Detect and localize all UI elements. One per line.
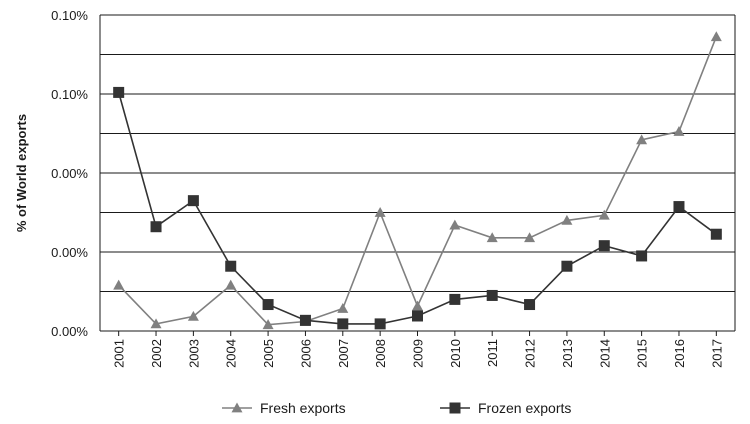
frozen-data-point <box>673 201 685 213</box>
fresh-data-point <box>449 219 461 230</box>
frozen-data-point <box>598 240 610 252</box>
fresh-data-point <box>524 232 536 243</box>
x-tick-label: 2009 <box>411 339 426 368</box>
x-tick-label: 2007 <box>336 339 351 368</box>
frozen-data-point <box>636 250 648 262</box>
x-tick-label: 2011 <box>485 339 500 367</box>
frozen-data-point <box>412 310 423 322</box>
legend: Fresh exports Frozen exports <box>222 400 571 416</box>
legend-square-marker <box>449 402 461 414</box>
series-line-1 <box>118 36 718 326</box>
x-tick-label: 2015 <box>635 339 650 368</box>
x-axis-ticks: 2001 2002 2003 2004 2005 2006 2007 2008 2009 2010… <box>112 331 724 368</box>
frozen-data-point <box>299 314 311 326</box>
y-axis-ticks: 0.00%0.00%0.00%0.10%0.10%0.10%0.10% <box>51 8 88 339</box>
frozen-data-point <box>262 299 274 311</box>
frozen-data-point <box>225 260 237 272</box>
frozen-data-point <box>337 318 349 330</box>
gridlines <box>99 14 736 332</box>
y-tick-label: 0.00% <box>51 324 88 339</box>
fresh-data-point <box>262 319 274 330</box>
x-tick-label: 2001 <box>112 339 127 368</box>
x-tick-label: 2017 <box>709 339 724 368</box>
x-tick-label: 2013 <box>560 339 575 368</box>
legend-label: Fresh exports <box>260 400 346 416</box>
fresh-data-point <box>412 300 423 311</box>
fresh-data-point <box>337 302 349 313</box>
series-line-2 <box>117 92 717 325</box>
fresh-data-point <box>710 31 722 42</box>
fresh-data-point <box>561 214 573 225</box>
y-tick-label: 0.00% <box>51 245 88 260</box>
frozen-data-point <box>710 228 722 240</box>
frozen-data-point <box>113 86 125 98</box>
frozen-data-point <box>449 293 461 305</box>
x-tick-label: 2002 <box>149 339 164 368</box>
fresh-data-point <box>187 310 199 321</box>
frozen-data-point <box>486 289 498 301</box>
fresh-data-point <box>225 279 237 290</box>
x-tick-label: 2006 <box>298 339 313 368</box>
x-tick-label: 2003 <box>186 339 201 368</box>
frozen-data-point <box>150 221 162 233</box>
y-tick-label: 0.10% <box>51 87 88 102</box>
frozen-data-point <box>524 299 536 311</box>
fresh-data-point <box>374 207 386 217</box>
x-tick-label: 2014 <box>597 339 612 368</box>
x-tick-label: 2008 <box>373 339 388 368</box>
frozen-data-point <box>374 318 386 330</box>
legend-label: Frozen exports <box>478 400 571 416</box>
fresh-data-point <box>150 318 162 329</box>
frozen-data-point <box>561 260 573 272</box>
y-tick-label: 0.10% <box>51 8 88 23</box>
fresh-data-point <box>673 126 685 136</box>
series-layer <box>113 31 722 330</box>
fresh-data-point <box>636 134 648 145</box>
frozen-data-point <box>187 195 199 207</box>
fresh-data-point <box>486 232 498 243</box>
legend-triangle-marker <box>231 402 243 413</box>
x-tick-label: 2012 <box>523 339 538 368</box>
fresh-data-point <box>598 209 610 220</box>
fresh-data-point <box>113 279 125 290</box>
x-tick-label: 2016 <box>672 339 687 368</box>
x-tick-label: 2010 <box>448 339 463 368</box>
x-tick-label: 2005 <box>261 339 276 368</box>
y-axis-title: % of World exports <box>14 114 29 232</box>
x-tick-label: 2004 <box>224 339 239 368</box>
y-tick-label: 0.00% <box>51 166 88 181</box>
